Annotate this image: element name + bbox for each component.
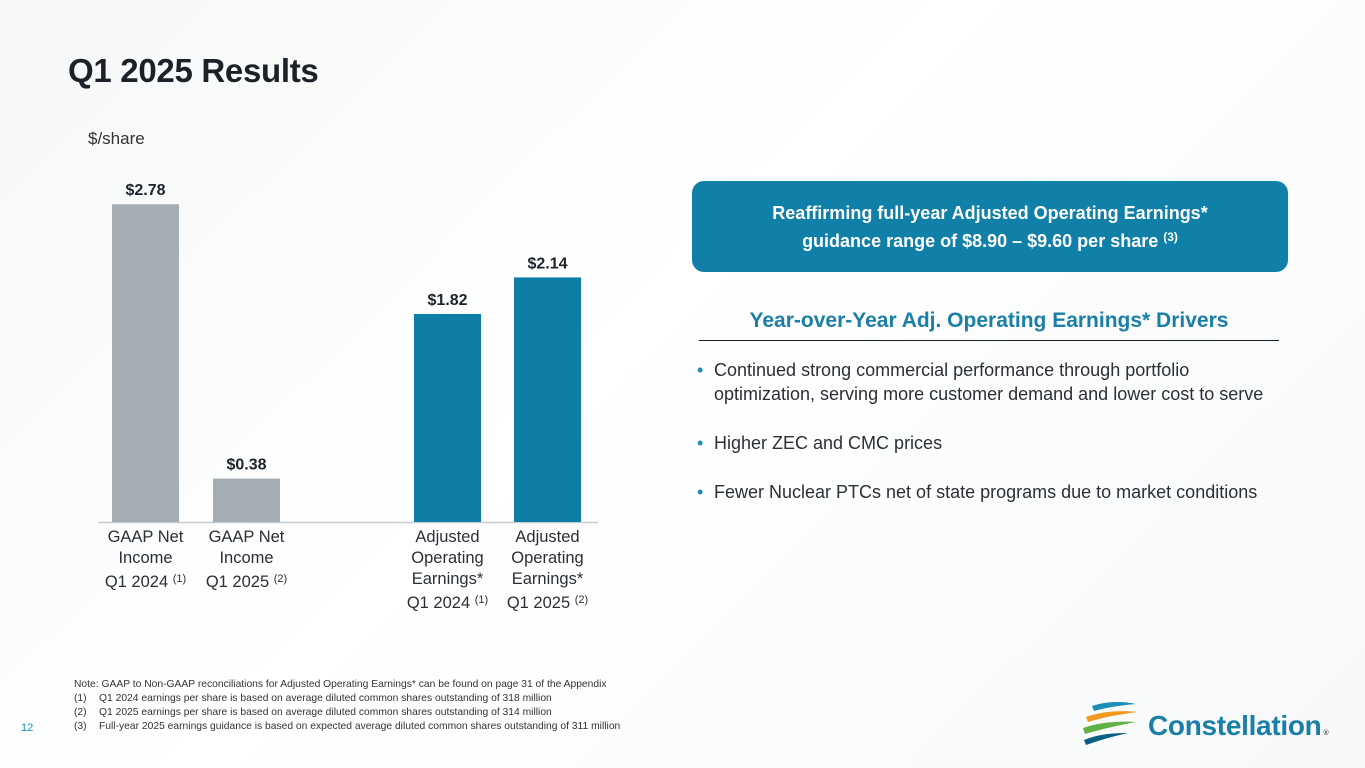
category-label-line: Adjusted	[415, 528, 480, 546]
callout-line-2: guidance range of $8.90 – $9.60 per shar…	[802, 225, 1178, 253]
bar-2	[213, 478, 280, 522]
bullet-icon: •	[697, 360, 704, 380]
footnote-number: (3)	[74, 721, 87, 732]
bar-value-label-3: $1.82	[427, 292, 467, 309]
category-label-3: Adjusted Operating Earnings* Q1 2024 (1)	[398, 527, 498, 614]
category-footnote-ref: (1)	[474, 594, 489, 606]
bar-value-label-4: $2.14	[527, 255, 567, 272]
footnote-2: (2) Q1 2025 earnings per share is based o…	[74, 706, 620, 720]
bar-value-label-2: $0.38	[226, 457, 266, 474]
category-footnote-ref: (2)	[273, 573, 288, 585]
category-label-2: GAAP Net Income Q1 2025 (2)	[197, 527, 297, 593]
category-label-period: Q1 2025 (2)	[498, 590, 598, 614]
logo-wordmark: Constellation ®	[1148, 710, 1329, 742]
chart-canvas: $2.78 $0.38 $1.82 $2.14	[98, 182, 598, 524]
footnote-3: (3) Full-year 2025 earnings guidance is b…	[74, 720, 620, 734]
category-label-line: Income	[118, 549, 173, 567]
category-label-1: GAAP Net Income Q1 2024 (1)	[96, 527, 196, 593]
registered-mark: ®	[1323, 730, 1329, 737]
category-label-period: Q1 2024 (1)	[96, 569, 196, 593]
footnote-1: (1) Q1 2024 earnings per share is based o…	[74, 692, 620, 706]
callout-line-2-text: guidance range of $8.90 – $9.60 per shar…	[802, 230, 1159, 251]
category-label-period: Q1 2024 (1)	[398, 590, 498, 614]
category-label-4: Adjusted Operating Earnings* Q1 2025 (2)	[498, 527, 598, 614]
footnote-number: (2)	[74, 707, 87, 718]
footnote-number: (1)	[74, 693, 87, 704]
category-label-period: Q1 2025 (2)	[197, 569, 297, 593]
category-label-line: GAAP Net	[107, 528, 184, 546]
category-footnote-ref: (2)	[574, 594, 589, 606]
page-number: 12	[21, 722, 34, 734]
category-period-text: Q1 2025	[506, 594, 575, 612]
logo-swoosh-icon	[1083, 701, 1138, 745]
page-title: Q1 2025 Results	[68, 52, 319, 89]
earnings-bar-chart: $2.78 $0.38 $1.82 $2.14 GAAP Net Income Q1 20…	[90, 160, 610, 620]
driver-text: Fewer Nuclear PTCs net of state programs…	[714, 482, 1258, 502]
category-label-line: Operating	[411, 549, 484, 567]
logo-stripe-2	[1086, 711, 1138, 722]
category-label-line: Adjusted	[515, 528, 580, 546]
bar-value-label-1: $2.78	[125, 182, 165, 199]
category-label-line: Earnings*	[511, 570, 584, 588]
chart-unit-label: $/share	[88, 129, 145, 148]
category-label-line: GAAP Net	[208, 528, 285, 546]
logo-stripe-3	[1083, 721, 1136, 734]
logo-stripe-4	[1084, 733, 1128, 745]
bar-3	[414, 313, 481, 522]
footnotes: Note: GAAP to Non-GAAP reconciliations f…	[74, 678, 620, 734]
bar-1	[112, 204, 179, 522]
callout-line-1: Reaffirming full-year Adjusted Operating…	[772, 202, 1208, 223]
footnote-text: Full-year 2025 earnings guidance is base…	[99, 721, 621, 732]
footnote-text: Q1 2025 earnings per share is based on a…	[99, 707, 552, 718]
bar-4	[514, 277, 581, 522]
bullet-icon: •	[697, 433, 704, 453]
category-label-line: Income	[219, 549, 274, 567]
category-label-line: Operating	[511, 549, 584, 567]
driver-text: Higher ZEC and CMC prices	[714, 433, 943, 453]
list-item: • Continued strong commercial performance…	[697, 358, 1287, 406]
list-item: • Higher ZEC and CMC prices	[697, 431, 1287, 455]
logo-text: Constellation	[1148, 710, 1322, 741]
footnote-text: Q1 2024 earnings per share is based on a…	[99, 693, 552, 704]
category-label-line: Earnings*	[411, 570, 484, 588]
drivers-heading: Year-over-Year Adj. Operating Earnings* …	[749, 309, 1229, 332]
category-period-text: Q1 2024	[406, 594, 475, 612]
callout-footnote-ref: (3)	[1163, 229, 1178, 244]
constellation-logo: Constellation ®	[1080, 700, 1340, 748]
drivers-divider	[699, 340, 1279, 341]
guidance-callout: Reaffirming full-year Adjusted Operating…	[692, 181, 1288, 272]
category-period-text: Q1 2024	[104, 573, 173, 591]
footnote-main: Note: GAAP to Non-GAAP reconciliations f…	[74, 679, 607, 690]
drivers-list: • Continued strong commercial performance…	[697, 358, 1287, 529]
driver-text: Continued strong commercial performance …	[714, 360, 1264, 404]
list-item: • Fewer Nuclear PTCs net of state program…	[697, 480, 1287, 504]
bullet-icon: •	[697, 482, 704, 502]
category-footnote-ref: (1)	[172, 573, 187, 585]
logo-stripe-1	[1092, 701, 1136, 711]
category-period-text: Q1 2025	[205, 573, 274, 591]
